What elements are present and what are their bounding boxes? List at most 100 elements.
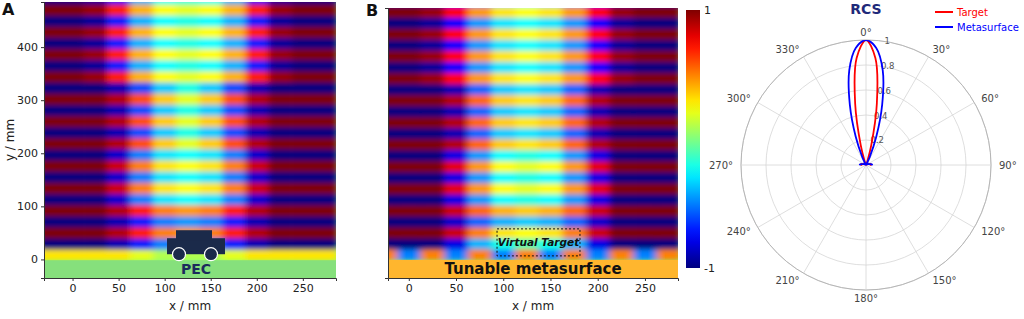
tick: 200 (588, 278, 609, 295)
heat-cell (44, 2, 62, 4)
heat-cell (468, 161, 492, 173)
heat-cell (491, 161, 515, 173)
heat-cell (44, 71, 62, 83)
tick-mark (456, 278, 457, 281)
heat-cell (610, 194, 634, 206)
heat-cell (84, 182, 108, 194)
heat-cell (444, 17, 468, 29)
heat-cell (130, 2, 154, 4)
heat-cell (199, 71, 223, 83)
heat-cell (397, 161, 421, 173)
heat-cell (397, 17, 421, 29)
grid-spoke (804, 165, 867, 273)
tick-label: 1 (704, 4, 711, 17)
heat-cell (84, 216, 108, 228)
heat-cell (44, 48, 62, 60)
heat-cell (586, 194, 610, 206)
heat-cell (314, 48, 336, 60)
heat-cell (291, 227, 315, 239)
heat-cell (539, 83, 563, 95)
heat-cell (222, 82, 246, 94)
heat-cell (44, 182, 62, 194)
heat-cell (491, 139, 515, 151)
tick-label: 100 (155, 282, 176, 295)
heat-cell (176, 60, 200, 72)
heat-cell (176, 193, 200, 205)
heat-cell (633, 39, 657, 51)
heat-cell (153, 216, 177, 228)
heat-cell (421, 205, 445, 217)
heat-cell (657, 105, 678, 117)
heat-cell (562, 172, 586, 184)
heat-cell (314, 160, 336, 172)
heat-cell (84, 160, 108, 172)
heat-cell (176, 171, 200, 183)
heat-cell (562, 8, 586, 18)
heat-cell (44, 160, 62, 172)
heat-cell (44, 149, 62, 161)
heat-cell (444, 116, 468, 128)
heat-cell (421, 39, 445, 51)
polar-frame (741, 40, 991, 290)
heat-cell (397, 105, 421, 117)
heat-cell (586, 83, 610, 95)
heat-cell (610, 161, 634, 173)
heat-cell (153, 48, 177, 60)
heat-cell (291, 238, 315, 250)
heat-cell (515, 72, 539, 84)
heat-cell (44, 15, 62, 27)
heat-cell (314, 60, 336, 72)
heat-cell (388, 238, 398, 250)
heat-cell (491, 61, 515, 73)
tick-label: -1 (704, 262, 715, 275)
heat-cell (153, 26, 177, 38)
heat-cell (291, 193, 315, 205)
tick-label: 50 (112, 282, 126, 295)
heat-cell (397, 72, 421, 84)
heat-cell (610, 72, 634, 84)
heat-cell (291, 60, 315, 72)
heat-cell (397, 50, 421, 62)
panel: PEC0501001502002500100200300400x / mmy /… (3, 0, 338, 313)
heat-cell (245, 26, 269, 38)
heat-cell (562, 249, 586, 261)
heat-cell (657, 227, 678, 239)
heat-cell (107, 204, 131, 216)
heat-cell (491, 28, 515, 40)
heat-cell (444, 150, 468, 162)
heat-cell (539, 161, 563, 173)
heat-cell (314, 115, 336, 127)
heat-cell (586, 249, 610, 261)
heat-cell (44, 216, 62, 228)
heat-cell (107, 71, 131, 83)
heat-cell (421, 194, 445, 206)
heat-cell (444, 94, 468, 106)
heat-cell (491, 183, 515, 195)
tick: 150 (201, 278, 222, 295)
heat-cell (107, 115, 131, 127)
heat-cell (153, 204, 177, 216)
tick-label: 0° (860, 27, 871, 38)
plot-area (388, 8, 678, 278)
legend-swatch (935, 11, 953, 13)
heat-cell (421, 94, 445, 106)
heat-cell (130, 216, 154, 228)
panel: Virtual TargetTunable metasurface0501001… (373, 0, 681, 313)
heat-cell (268, 204, 292, 216)
tick-label: 400 (17, 41, 38, 54)
heat-cell (397, 61, 421, 73)
tick-label: 200 (17, 147, 38, 160)
tick-label: 180° (854, 293, 878, 304)
heat-cell (199, 149, 223, 161)
car-wheel (205, 248, 218, 261)
heat-cell (107, 26, 131, 38)
legend: TargetMetasurface (935, 7, 1019, 33)
tick-label: 150 (540, 282, 561, 295)
tick-mark (41, 259, 44, 260)
heat-cell (562, 105, 586, 117)
heat-cell (107, 138, 131, 150)
heat-cell (421, 139, 445, 151)
heat-cell (291, 71, 315, 83)
heat-cell (515, 183, 539, 195)
heat-cell (130, 71, 154, 83)
